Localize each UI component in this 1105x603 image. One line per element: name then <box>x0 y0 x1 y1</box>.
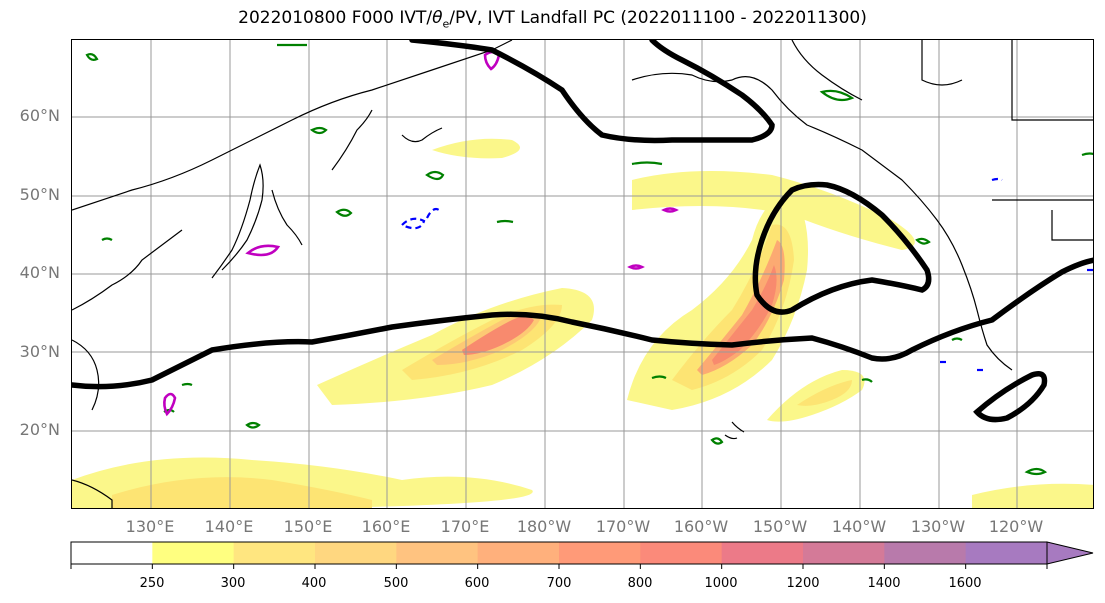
colorbar-box <box>477 542 560 564</box>
pc-contour-east <box>973 371 1048 423</box>
colorbar-box <box>965 542 1048 564</box>
colorbar-box <box>803 542 885 564</box>
colorbar-box <box>396 542 479 564</box>
lon-label-160w: 160°W <box>673 517 729 536</box>
map-panel <box>71 39 1094 509</box>
colorbar-tick-250: 250 <box>139 576 165 591</box>
colorbar-tick-1200: 1200 <box>786 576 820 591</box>
colorbar-box <box>721 542 804 564</box>
pc-contour-loop <box>752 181 932 315</box>
colorbar-box <box>884 542 967 564</box>
lon-label-180w: 180°W <box>516 517 572 536</box>
landfall-pc-contours <box>72 40 1093 423</box>
colorbar-tick-600: 600 <box>464 576 490 591</box>
colorbar-box <box>315 542 397 564</box>
colorbar-box <box>152 542 235 564</box>
map-svg <box>72 40 1093 508</box>
lon-label-140w: 140°W <box>831 517 887 536</box>
figure-title: 2022010800 F000 IVT/θe/PV, IVT Landfall … <box>238 8 867 31</box>
lon-label-120w: 120°W <box>988 517 1044 536</box>
lon-label-150e: 150°E <box>283 517 333 536</box>
theta-contours <box>85 43 1093 476</box>
lat-label-30n: 30°N <box>19 342 60 361</box>
pv-blue-contours <box>400 177 1093 372</box>
colorbar-tick-800: 800 <box>627 576 653 591</box>
lon-label-150w: 150°W <box>752 517 808 536</box>
colorbar-tick-1400: 1400 <box>867 576 901 591</box>
pc-contour-north <box>409 40 775 144</box>
colorbar-tick-400: 400 <box>301 576 327 591</box>
lon-label-160e: 160°E <box>361 517 411 536</box>
colorbar-tick-1600: 1600 <box>948 576 982 591</box>
colorbar-tick-300: 300 <box>220 576 246 591</box>
lon-label-170w: 170°W <box>595 517 651 536</box>
lon-label-130e: 130°E <box>125 517 175 536</box>
lat-label-60n: 60°N <box>19 106 60 125</box>
coastlines <box>72 40 1093 508</box>
colorbar-box <box>71 542 153 564</box>
colorbar-tick-700: 700 <box>546 576 572 591</box>
lat-label-50n: 50°N <box>19 185 60 204</box>
lon-label-140e: 140°E <box>204 517 254 536</box>
colorbar-extend-arrow <box>1046 541 1094 565</box>
colorbar-box <box>559 542 641 564</box>
colorbar-tick-500: 500 <box>383 576 409 591</box>
colorbar-tick-1000: 1000 <box>704 576 738 591</box>
lon-label-170e: 170°E <box>440 517 490 536</box>
pc-contour-main <box>72 257 1093 390</box>
colorbar-box <box>640 542 723 564</box>
graticule <box>72 40 1093 508</box>
lat-label-40n: 40°N <box>19 263 60 282</box>
lon-label-130w: 130°W <box>910 517 966 536</box>
colorbar-box <box>233 542 316 564</box>
lat-label-20n: 20°N <box>19 420 60 439</box>
